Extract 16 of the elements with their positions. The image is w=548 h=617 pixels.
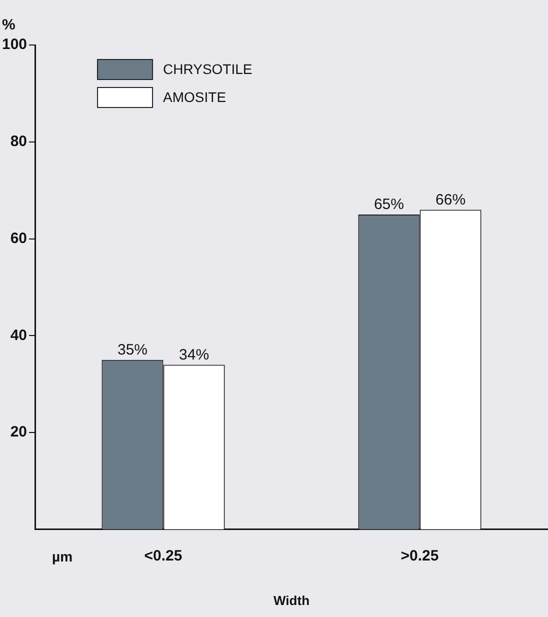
data-label: 66% (436, 191, 466, 208)
data-label: 34% (179, 346, 210, 364)
x-tick-label: >0.25 (400, 548, 439, 565)
y-tick-label: 60 (10, 230, 28, 247)
legend-label: AMOSITE (163, 88, 226, 105)
x-tick-label: <0.25 (144, 548, 182, 565)
y-tick-label: 20 (10, 424, 28, 441)
text: µm (52, 548, 73, 564)
y-tick-label: 80 (10, 133, 28, 150)
y-axis-title: % (2, 16, 16, 34)
x-axis-title: Width (274, 592, 310, 608)
y-tick-label: 100 (2, 36, 28, 54)
y-tick-label: 40 (10, 326, 28, 344)
data-label: 65% (374, 196, 404, 214)
legend-label: CHRYSOTILE (163, 60, 252, 77)
data-label: 35% (117, 342, 148, 358)
